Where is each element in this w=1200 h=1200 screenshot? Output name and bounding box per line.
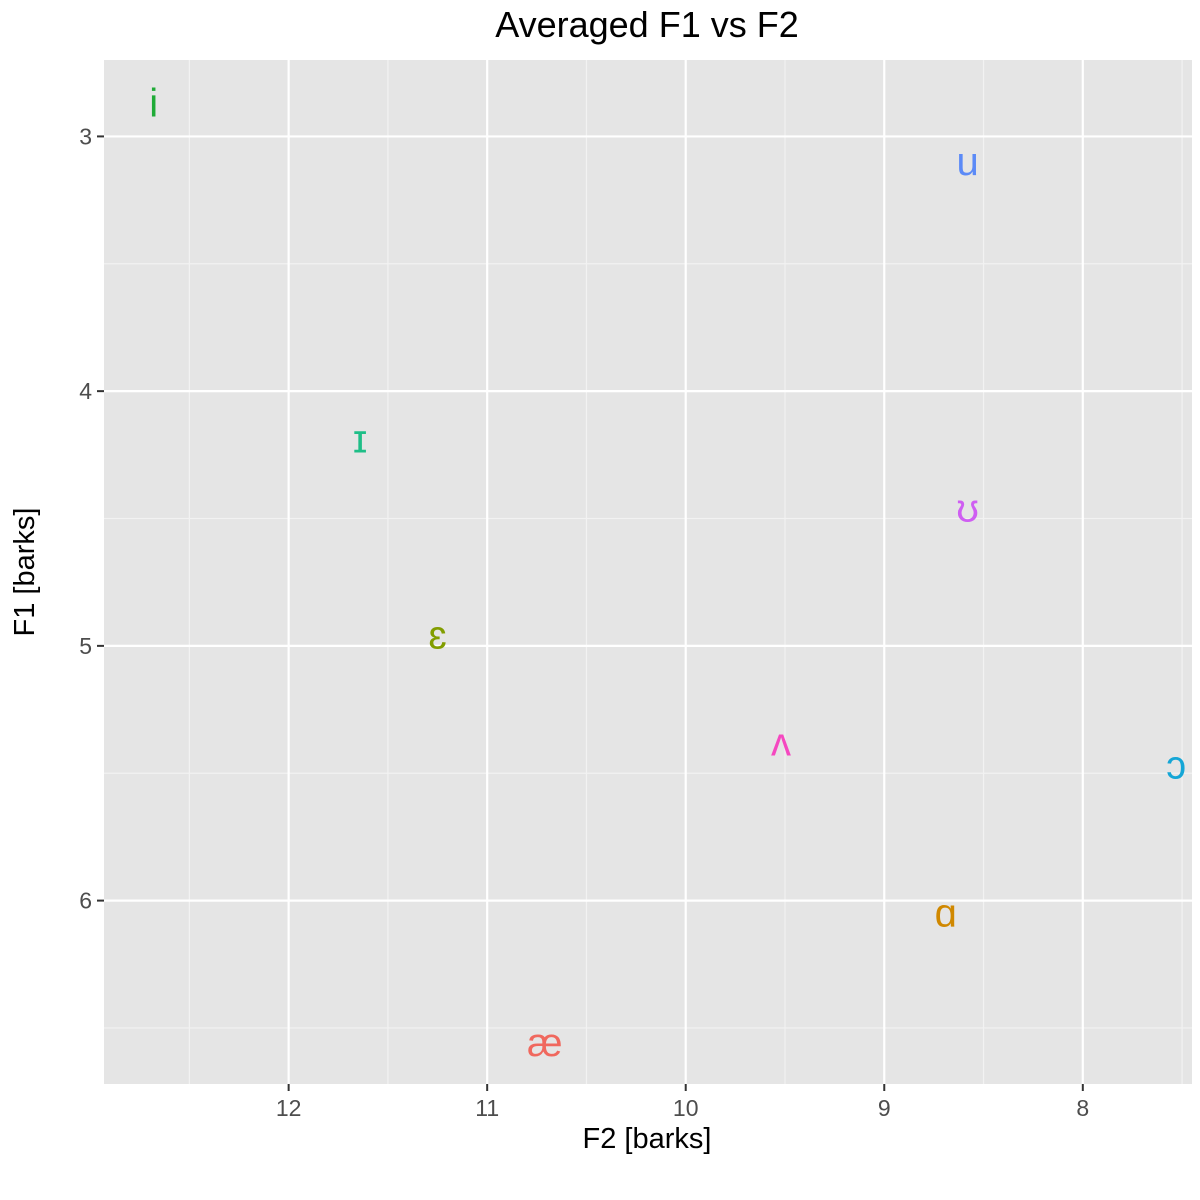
y-tick-label: 5 (79, 633, 92, 659)
x-tick-label: 8 (1076, 1095, 1089, 1121)
y-tick-label: 4 (79, 378, 92, 404)
x-tick-label: 9 (878, 1095, 891, 1121)
plot-panel (104, 60, 1192, 1084)
vowel-point: æ (527, 1021, 563, 1065)
x-axis: 12 11 10 9 8 (276, 1084, 1089, 1121)
chart-title: Averaged F1 vs F2 (495, 4, 799, 45)
vowel-point: ɑ (935, 891, 957, 935)
y-tick-label: 3 (79, 123, 92, 149)
vowel-point: ʌ (771, 721, 791, 765)
vowel-point: ɛ (428, 614, 446, 658)
y-axis-title: F1 [barks] (9, 508, 41, 637)
vowel-point: ɪ (353, 418, 367, 462)
vowel-point: i (149, 81, 158, 125)
minor-grid (104, 60, 1192, 1084)
major-grid (104, 60, 1192, 1084)
vowel-point: u (957, 140, 979, 184)
vowel-point: ɔ (1166, 744, 1186, 788)
vowel-point: ʊ (956, 486, 979, 530)
x-tick-label: 10 (673, 1095, 699, 1121)
y-axis: 3 4 5 6 (79, 123, 104, 914)
x-axis-title: F2 [barks] (583, 1123, 712, 1155)
x-tick-label: 12 (276, 1095, 302, 1121)
data-points: i u ɪ ʊ ɛ ʌ ɔ ɑ æ (149, 81, 1186, 1065)
y-tick-label: 6 (79, 888, 92, 914)
x-tick-label: 11 (475, 1095, 499, 1121)
